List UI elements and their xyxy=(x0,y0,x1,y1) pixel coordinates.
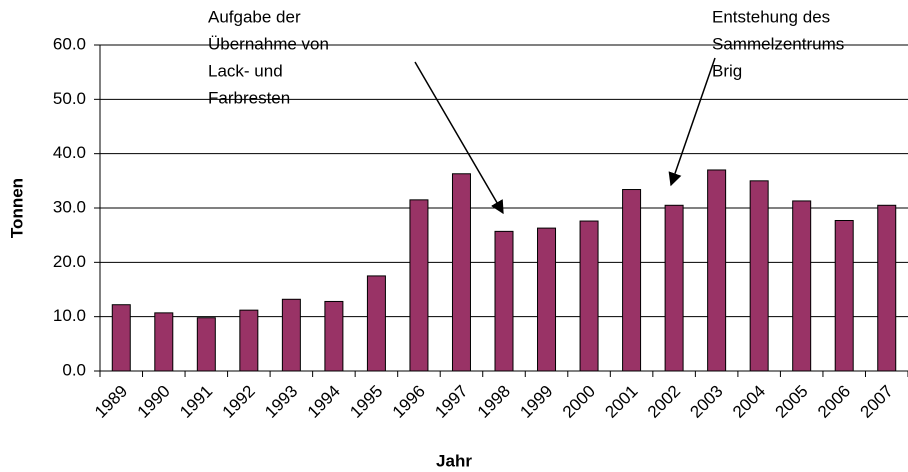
bar xyxy=(239,309,259,372)
bar xyxy=(877,204,897,372)
y-tick-label: 40.0 xyxy=(53,143,86,162)
bar xyxy=(111,304,131,372)
annotation-line: Übernahme von xyxy=(208,34,329,53)
x-tick-label: 1997 xyxy=(431,382,471,422)
bar xyxy=(366,275,386,372)
x-tick-label: 1996 xyxy=(389,382,429,422)
x-tick-label: 2006 xyxy=(814,382,854,422)
y-tick-label: 0.0 xyxy=(62,360,86,379)
bar xyxy=(451,173,471,372)
bar xyxy=(324,300,344,372)
x-axis-label: Jahr xyxy=(436,451,472,470)
arrow xyxy=(668,57,716,187)
bar xyxy=(622,189,642,372)
annotation-line: Farbresten xyxy=(208,88,290,107)
y-tick-label: 50.0 xyxy=(53,89,86,108)
annotation-line: Aufgabe der xyxy=(208,7,301,26)
bar xyxy=(154,312,174,372)
x-tick-label: 2004 xyxy=(729,382,769,422)
x-tick-label: 2001 xyxy=(601,382,641,422)
bar xyxy=(749,180,769,372)
x-tick-label: 2005 xyxy=(772,382,812,422)
x-tick-label: 2007 xyxy=(857,382,897,422)
x-tick-label: 1995 xyxy=(346,382,386,422)
bar xyxy=(281,298,301,372)
y-tick-label: 10.0 xyxy=(53,306,86,325)
x-tick-label: 1999 xyxy=(516,382,556,422)
y-tick-label: 30.0 xyxy=(53,197,86,216)
bar xyxy=(494,230,514,372)
bar xyxy=(537,227,557,372)
bar xyxy=(409,199,429,372)
x-tick-label: 1994 xyxy=(304,382,344,422)
arrow xyxy=(414,61,504,215)
bar xyxy=(834,219,854,372)
bar xyxy=(707,169,727,372)
x-tick-label: 1993 xyxy=(261,382,301,422)
y-tick-label: 20.0 xyxy=(53,252,86,271)
x-tick-label: 2003 xyxy=(686,382,726,422)
y-axis-label: Tonnen xyxy=(7,178,26,238)
annotation-line: Sammelzentrums xyxy=(712,34,844,53)
x-tick-label: 1991 xyxy=(176,382,216,422)
x-tick-label: 2002 xyxy=(644,382,684,422)
x-tick-label: 1998 xyxy=(474,382,514,422)
annotation-line: Lack- und xyxy=(208,61,283,80)
bar xyxy=(579,220,599,372)
x-tick-label: 1989 xyxy=(91,382,131,422)
bar xyxy=(792,200,812,372)
bar xyxy=(664,204,684,372)
bar xyxy=(196,317,216,372)
annotation-line: Brig xyxy=(712,61,742,80)
annotation-line: Entstehung des xyxy=(712,7,830,26)
x-tick-label: 2000 xyxy=(559,382,599,422)
x-tick-label: 1990 xyxy=(134,382,174,422)
x-tick-label: 1992 xyxy=(219,382,259,422)
y-tick-label: 60.0 xyxy=(53,34,86,53)
